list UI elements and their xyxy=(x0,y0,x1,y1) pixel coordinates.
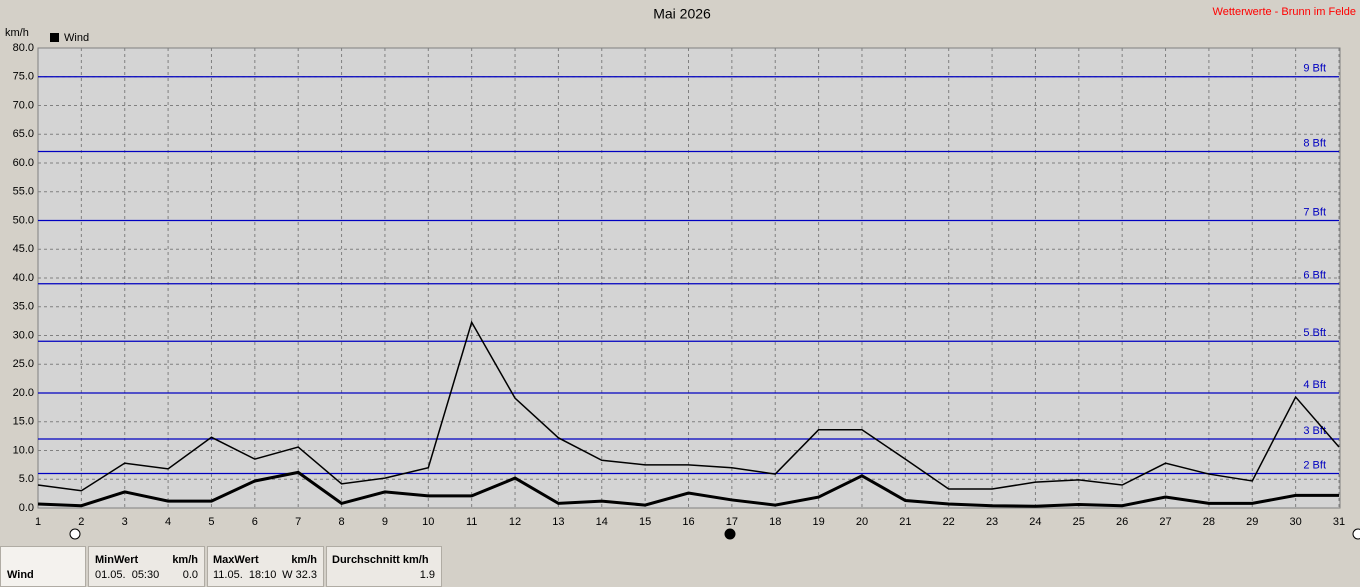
value: W 32.3 xyxy=(282,569,317,581)
min-cell: MinWert km/h 01.05. 05:30 0.0 xyxy=(88,546,205,587)
x-tick-label: 16 xyxy=(682,516,694,528)
x-tick-label: 28 xyxy=(1203,516,1215,528)
bft-label: 8 Bft xyxy=(1303,137,1326,149)
y-tick-label: 0.0 xyxy=(19,502,34,514)
y-tick-label: 15.0 xyxy=(13,416,34,428)
header: Durchschnitt km/h xyxy=(332,554,429,566)
y-tick-label: 70.0 xyxy=(13,99,34,111)
x-tick-label: 15 xyxy=(639,516,651,528)
legend-label: Wind xyxy=(64,32,89,44)
x-tick-label: 13 xyxy=(552,516,564,528)
bft-label: 2 Bft xyxy=(1303,459,1326,471)
y-tick-label: 25.0 xyxy=(13,358,34,370)
x-tick-label: 10 xyxy=(422,516,434,528)
x-tick-label: 11 xyxy=(466,516,477,528)
x-tick-label: 14 xyxy=(596,516,608,528)
y-tick-label: 55.0 xyxy=(13,186,34,198)
marker xyxy=(69,528,81,540)
x-tick-label: 21 xyxy=(899,516,911,528)
x-tick-label: 6 xyxy=(252,516,258,528)
chart-subtitle: Wetterwerte - Brunn im Felde xyxy=(1213,6,1356,18)
unit: km/h xyxy=(172,554,198,566)
y-tick-label: 60.0 xyxy=(13,157,34,169)
chart-title: Mai 2026 xyxy=(653,6,711,22)
y-tick-label: 65.0 xyxy=(13,128,34,140)
y-tick-label: 45.0 xyxy=(13,243,34,255)
marker xyxy=(724,528,736,540)
x-tick-label: 27 xyxy=(1159,516,1171,528)
x-tick-label: 20 xyxy=(856,516,868,528)
x-tick-label: 9 xyxy=(382,516,388,528)
x-tick-label: 4 xyxy=(165,516,171,528)
x-tick-label: 19 xyxy=(812,516,824,528)
max-cell: MaxWert km/h 11.05. 18:10 W 32.3 xyxy=(207,546,324,587)
bft-label: 7 Bft xyxy=(1303,206,1326,218)
row-label-cell: Wind xyxy=(0,546,86,587)
y-tick-label: 5.0 xyxy=(19,473,34,485)
x-tick-label: 26 xyxy=(1116,516,1128,528)
y-tick-label: 35.0 xyxy=(13,301,34,313)
avg-cell: Durchschnitt km/h 1.9 xyxy=(326,546,442,587)
y-tick-label: 10.0 xyxy=(13,444,34,456)
x-tick-label: 30 xyxy=(1290,516,1302,528)
value: 0.0 xyxy=(182,569,198,581)
time: 11.05. 18:10 xyxy=(213,569,277,581)
x-tick-label: 25 xyxy=(1073,516,1085,528)
legend-swatch xyxy=(50,33,59,42)
unit: km/h xyxy=(291,554,317,566)
line xyxy=(37,470,1339,508)
bft-label: 9 Bft xyxy=(1303,63,1326,75)
x-tick-label: 24 xyxy=(1029,516,1041,528)
header: MinWert xyxy=(95,554,139,566)
marker xyxy=(1352,528,1360,540)
y-tick-label: 75.0 xyxy=(13,71,34,83)
x-tick-label: 31 xyxy=(1333,516,1345,528)
chart: Mai 2026 Wetterwerte - Brunn im Felde km… xyxy=(5,6,1360,540)
bft-label: 4 Bft xyxy=(1303,379,1326,391)
x-tick-label: 7 xyxy=(295,516,301,528)
x-tick-label: 5 xyxy=(208,516,214,528)
line xyxy=(37,320,1340,492)
x-tick-label: 2 xyxy=(78,516,84,528)
bft-label: 3 Bft xyxy=(1303,425,1326,437)
bft-label: 6 Bft xyxy=(1303,270,1326,282)
x-tick-label: 29 xyxy=(1246,516,1258,528)
y-tick-label: 50.0 xyxy=(13,214,34,226)
time: 01.05. 05:30 xyxy=(95,569,160,581)
y-tick-label: 80.0 xyxy=(13,42,34,54)
y-tick-label: 30.0 xyxy=(13,329,34,341)
x-tick-label: 1 xyxy=(35,516,41,528)
y-axis-label: km/h xyxy=(5,27,29,39)
x-tick-label: 8 xyxy=(339,516,345,528)
y-tick-label: 40.0 xyxy=(13,272,34,284)
row-label: Wind xyxy=(7,569,34,581)
x-tick-label: 12 xyxy=(509,516,521,528)
x-tick-label: 3 xyxy=(122,516,128,528)
value: 1.9 xyxy=(419,569,435,581)
x-tick-label: 22 xyxy=(943,516,955,528)
x-tick-label: 17 xyxy=(726,516,738,528)
x-tick-label: 23 xyxy=(986,516,998,528)
bft-label: 5 Bft xyxy=(1303,327,1326,339)
x-tick-label: 18 xyxy=(769,516,781,528)
y-tick-label: 20.0 xyxy=(13,387,34,399)
header: MaxWert xyxy=(213,554,259,566)
